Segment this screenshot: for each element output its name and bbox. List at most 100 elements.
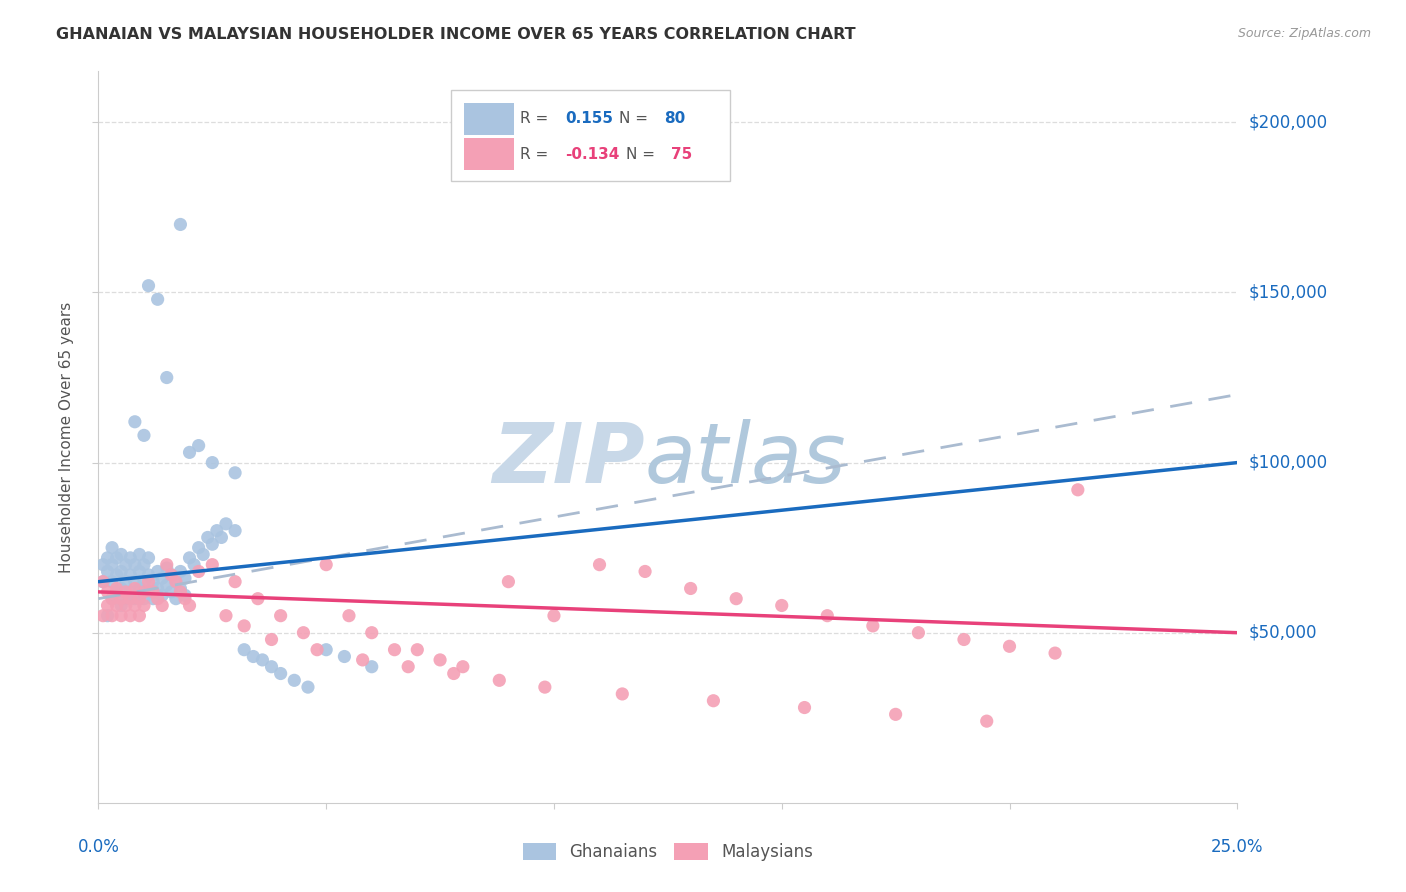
Point xyxy=(907,625,929,640)
Point xyxy=(333,649,356,664)
Point xyxy=(156,370,179,384)
Point xyxy=(201,537,224,551)
Point xyxy=(953,632,976,647)
Point xyxy=(124,574,146,589)
Point xyxy=(124,591,146,606)
Point xyxy=(156,578,179,592)
Point xyxy=(451,659,474,673)
Point xyxy=(193,548,215,562)
Point xyxy=(179,550,201,565)
Point xyxy=(165,591,187,606)
Point xyxy=(96,550,118,565)
Point xyxy=(101,574,124,589)
Point xyxy=(132,591,155,606)
Point xyxy=(142,574,165,589)
Point xyxy=(534,680,557,694)
Text: N =: N = xyxy=(619,112,652,127)
Text: $50,000: $50,000 xyxy=(1249,624,1317,641)
Text: R =: R = xyxy=(520,146,553,161)
Point xyxy=(1067,483,1090,497)
Point xyxy=(146,565,169,579)
Point xyxy=(138,278,160,293)
Point xyxy=(160,567,183,582)
Point xyxy=(128,565,150,579)
Point xyxy=(197,531,219,545)
Point xyxy=(160,567,183,582)
Point xyxy=(105,582,128,596)
Point xyxy=(396,659,419,673)
Point xyxy=(101,558,124,572)
Point xyxy=(179,445,201,459)
Point xyxy=(91,574,114,589)
Point xyxy=(702,694,724,708)
Point xyxy=(205,524,228,538)
Point xyxy=(91,608,114,623)
Point xyxy=(101,541,124,555)
Point xyxy=(128,548,150,562)
Point xyxy=(498,574,520,589)
Point xyxy=(588,558,610,572)
Point xyxy=(110,582,132,596)
Point xyxy=(138,567,160,582)
Point xyxy=(110,565,132,579)
Point xyxy=(146,582,169,596)
Point xyxy=(132,585,155,599)
Point xyxy=(114,574,136,589)
Text: $150,000: $150,000 xyxy=(1249,284,1327,301)
Point xyxy=(169,218,191,232)
Point xyxy=(120,550,142,565)
Point xyxy=(174,591,197,606)
Point xyxy=(270,608,292,623)
Point xyxy=(201,456,224,470)
Point xyxy=(96,585,118,599)
Point xyxy=(360,659,382,673)
Point xyxy=(246,591,269,606)
Point xyxy=(360,625,382,640)
Text: ZIP: ZIP xyxy=(492,418,645,500)
Point xyxy=(165,574,187,589)
Point xyxy=(169,565,191,579)
Point xyxy=(174,571,197,585)
Point xyxy=(292,625,315,640)
Point xyxy=(443,666,465,681)
Point xyxy=(156,561,179,575)
Point xyxy=(252,653,274,667)
Point xyxy=(179,599,201,613)
Point xyxy=(120,608,142,623)
Point xyxy=(114,585,136,599)
Point xyxy=(150,588,173,602)
Point xyxy=(105,599,128,613)
Text: R =: R = xyxy=(520,112,553,127)
Point xyxy=(110,548,132,562)
Y-axis label: Householder Income Over 65 years: Householder Income Over 65 years xyxy=(59,301,75,573)
Text: atlas: atlas xyxy=(645,418,846,500)
Point xyxy=(132,428,155,442)
Point xyxy=(124,558,146,572)
Point xyxy=(120,585,142,599)
Point xyxy=(120,591,142,606)
Point xyxy=(884,707,907,722)
Point xyxy=(150,599,173,613)
Point xyxy=(384,642,406,657)
Point xyxy=(260,659,283,673)
Point xyxy=(146,293,169,307)
Point xyxy=(215,516,238,531)
Point xyxy=(725,591,748,606)
Point xyxy=(1043,646,1066,660)
Point xyxy=(183,558,205,572)
Point xyxy=(91,558,114,572)
Point xyxy=(233,642,256,657)
Point xyxy=(138,585,160,599)
Point xyxy=(297,680,319,694)
Point xyxy=(429,653,451,667)
Point xyxy=(307,642,329,657)
Point xyxy=(315,558,337,572)
Point xyxy=(128,582,150,596)
Point xyxy=(187,439,209,453)
Point xyxy=(634,565,657,579)
FancyBboxPatch shape xyxy=(464,103,515,135)
Point xyxy=(96,599,118,613)
Text: $200,000: $200,000 xyxy=(1249,113,1327,131)
Point xyxy=(862,619,884,633)
Point xyxy=(101,591,124,606)
